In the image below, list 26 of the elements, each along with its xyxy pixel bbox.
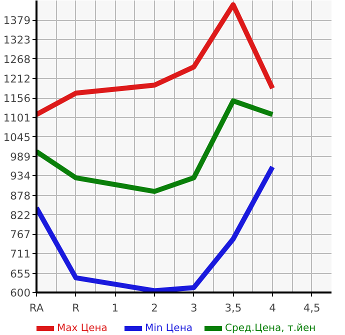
x-tick-label: R bbox=[72, 302, 80, 314]
y-tick-label: 1323 bbox=[3, 34, 31, 47]
legend-label: Min Цена bbox=[145, 322, 193, 334]
x-tick-label: RA bbox=[29, 302, 44, 314]
legend-label: Сред.Цена, т.йен bbox=[225, 322, 316, 334]
y-tick-label: 822 bbox=[10, 208, 31, 222]
x-tick-label: 2 bbox=[151, 302, 158, 314]
x-tick-label: 4 bbox=[269, 302, 276, 314]
y-tick-label: 655 bbox=[10, 267, 31, 280]
y-tick-label: 934 bbox=[10, 170, 31, 183]
y-tick-label: 767 bbox=[10, 228, 31, 242]
y-tick-label: 1212 bbox=[3, 72, 31, 86]
y-tick-label: 989 bbox=[10, 150, 31, 164]
y-tick-label: 878 bbox=[10, 189, 31, 202]
x-tick-label: 3,5 bbox=[224, 302, 242, 314]
y-tick-label: 1101 bbox=[3, 111, 31, 124]
y-tick-label: 1156 bbox=[3, 92, 31, 106]
x-tick-label: 3 bbox=[190, 302, 198, 314]
y-tick-label: 600 bbox=[10, 286, 31, 300]
legend-label: Max Цена bbox=[57, 322, 108, 334]
y-tick-label: 711 bbox=[10, 248, 31, 261]
y-tick-label: 1268 bbox=[3, 52, 31, 66]
y-tick-label: 1045 bbox=[3, 130, 31, 144]
x-tick-label: 1 bbox=[112, 302, 119, 314]
y-tick-label: 1379 bbox=[3, 14, 31, 28]
x-tick-label: 4,5 bbox=[303, 302, 320, 314]
